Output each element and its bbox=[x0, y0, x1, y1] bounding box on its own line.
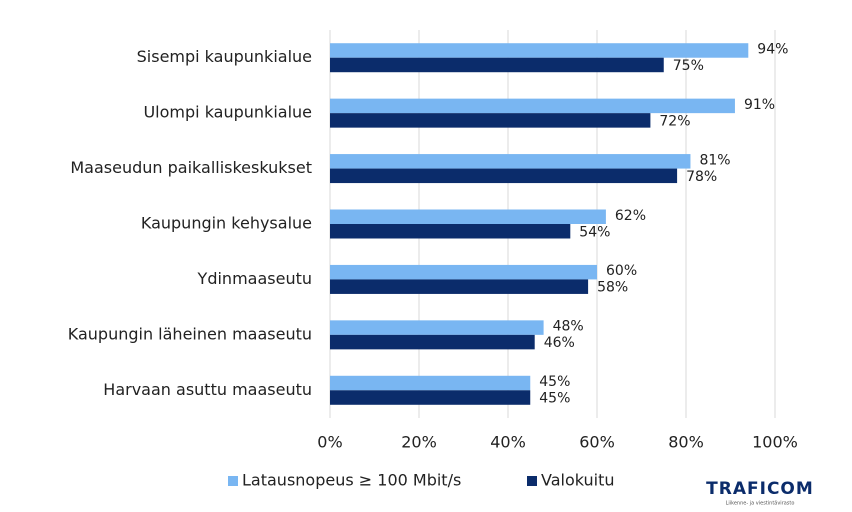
data-label: 62% bbox=[615, 208, 646, 224]
y-tick-label: Ulompi kaupunkialue bbox=[143, 103, 312, 122]
data-label: 58% bbox=[597, 280, 628, 296]
x-tick-label: 100% bbox=[752, 433, 798, 452]
bar bbox=[330, 390, 531, 405]
logo-name: TRAFICOM bbox=[706, 479, 814, 499]
data-label: 60% bbox=[606, 263, 637, 279]
bar bbox=[330, 320, 544, 335]
data-label: 48% bbox=[553, 319, 584, 335]
data-label: 72% bbox=[659, 113, 690, 129]
y-tick-label: Kaupungin kehysalue bbox=[141, 214, 312, 233]
data-label: 78% bbox=[686, 169, 717, 185]
y-tick-label: Harvaan asuttu maaseutu bbox=[103, 380, 312, 399]
legend-label: Valokuitu bbox=[541, 471, 615, 490]
x-tick-label: 40% bbox=[490, 433, 526, 452]
bar bbox=[330, 334, 535, 350]
y-tick-label: Maaseudun paikalliskeskukset bbox=[70, 158, 312, 177]
x-tick-label: 20% bbox=[401, 433, 437, 452]
data-label: 45% bbox=[539, 374, 570, 390]
bar bbox=[330, 209, 606, 224]
x-tick-label: 0% bbox=[317, 433, 342, 452]
y-tick-label: Ydinmaaseutu bbox=[197, 269, 312, 288]
x-tick-label: 80% bbox=[668, 433, 704, 452]
data-label: 54% bbox=[579, 224, 610, 240]
y-tick-label: Sisempi kaupunkialue bbox=[137, 47, 312, 66]
data-label: 75% bbox=[673, 58, 704, 74]
bar bbox=[330, 279, 589, 294]
legend-label: Latausnopeus ≥ 100 Mbit/s bbox=[242, 471, 461, 490]
logo-tagline: Liikenne- ja viestintävirasto bbox=[726, 501, 795, 507]
data-label: 46% bbox=[544, 335, 575, 351]
data-label: 91% bbox=[744, 97, 775, 113]
bar bbox=[330, 224, 571, 239]
bar bbox=[330, 375, 531, 391]
bar bbox=[330, 154, 691, 169]
bar bbox=[330, 113, 651, 128]
legend-swatch bbox=[527, 476, 537, 486]
data-label: 81% bbox=[699, 152, 730, 168]
x-tick-label: 60% bbox=[579, 433, 615, 452]
bar bbox=[330, 98, 735, 114]
y-tick-label: Kaupungin läheinen maaseutu bbox=[68, 324, 312, 343]
bar bbox=[330, 57, 664, 73]
data-label: 45% bbox=[539, 391, 570, 407]
bar bbox=[330, 264, 597, 280]
bar bbox=[330, 43, 749, 58]
data-label: 94% bbox=[757, 41, 788, 57]
bar bbox=[330, 168, 678, 184]
legend-swatch bbox=[228, 476, 238, 486]
